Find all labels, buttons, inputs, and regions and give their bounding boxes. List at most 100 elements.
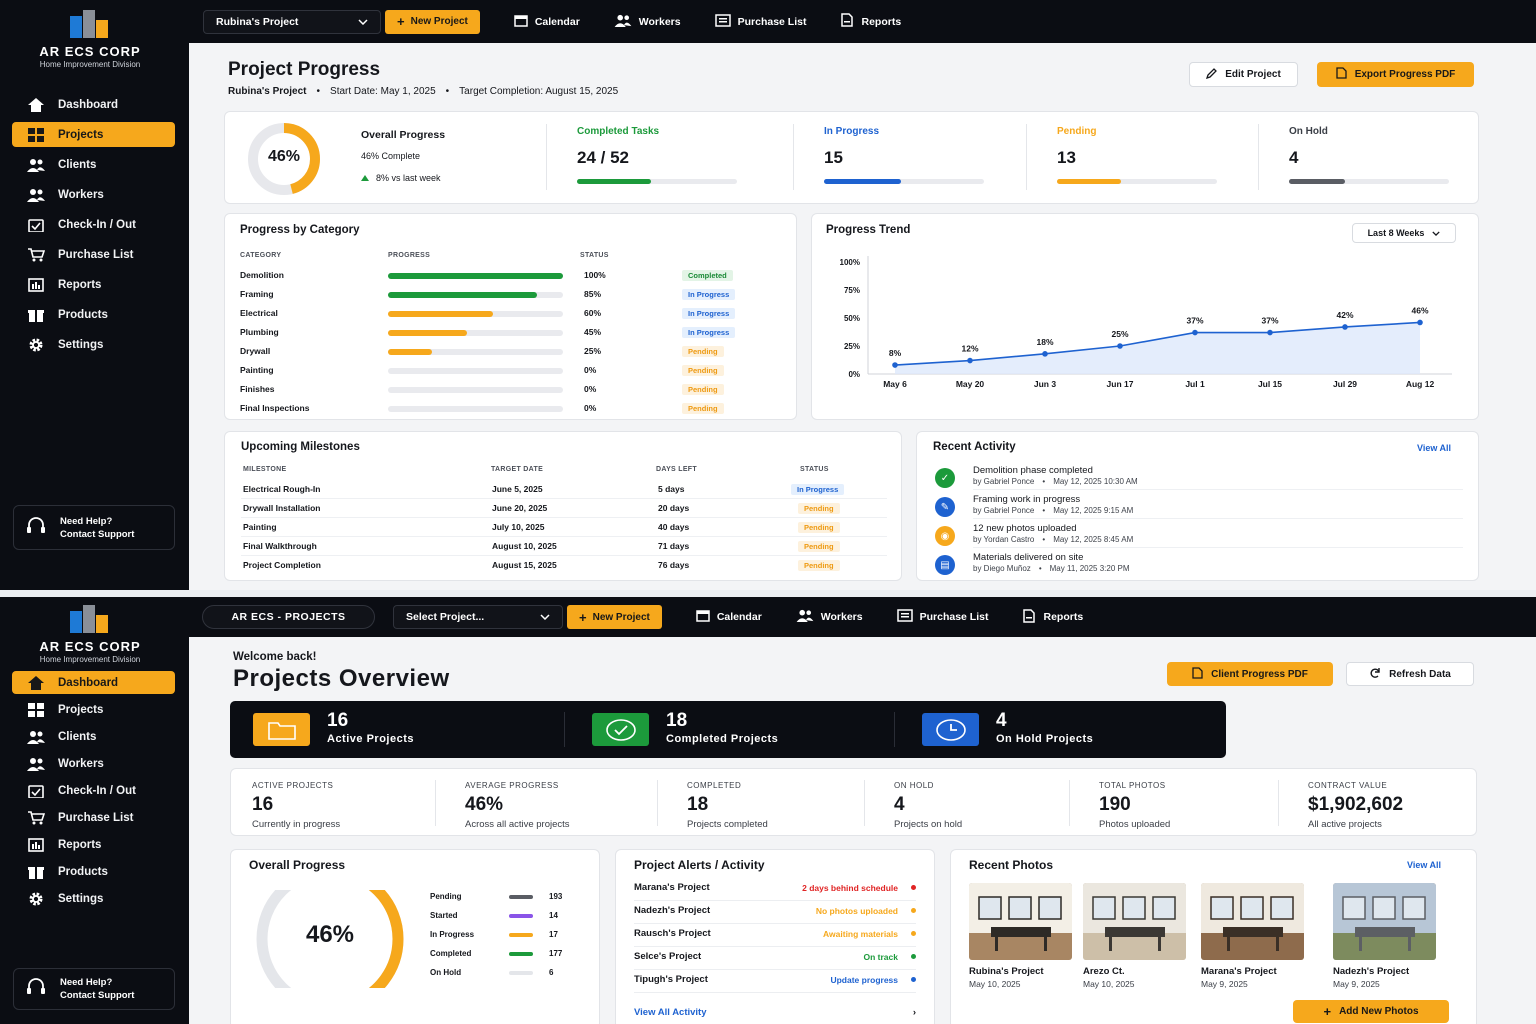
chevron-down-icon (540, 611, 550, 623)
clock-icon (922, 713, 979, 746)
nav-link-purchase-list[interactable]: Purchase List (714, 13, 806, 30)
breadcrumb[interactable]: AR ECS - PROJECTS (202, 605, 375, 629)
sidebar-item-reports[interactable]: Reports (12, 272, 175, 297)
pdf-icon (1192, 666, 1203, 682)
photos-view-all-link[interactable]: View All (1407, 860, 1442, 870)
tile-label: Pending (1057, 126, 1097, 137)
photo-project-name: Arezo Ct. (1083, 966, 1125, 977)
sidebar-item-clients[interactable]: Clients (12, 725, 175, 748)
alert-row[interactable]: Nadezh's Project No photos uploaded (634, 904, 916, 924)
row-divider (973, 518, 1463, 519)
plus-icon: + (579, 609, 587, 625)
banner-label: Active Projects (327, 733, 414, 745)
grid-icon (26, 127, 46, 142)
sidebar-item-purchase-list[interactable]: Purchase List (12, 806, 175, 829)
overall-progress-card: Overall Progress 46% Pending 193 Started 14… (230, 849, 600, 1024)
sidebar-item-projects[interactable]: Projects (12, 698, 175, 721)
sidebar: AR ECS CORP Home Improvement Division Da… (0, 597, 189, 1024)
new-project-button[interactable]: + New Project (567, 605, 662, 629)
new-project-button[interactable]: + New Project (385, 9, 480, 34)
nav-link-label: Calendar (534, 15, 580, 28)
contact-support-button[interactable]: Need Help? Contact Support (13, 968, 175, 1010)
photo-thumbnail[interactable] (1333, 883, 1436, 960)
activity-view-all-link[interactable]: View All (1417, 443, 1452, 453)
row-divider (241, 536, 887, 537)
contact-support-button[interactable]: Need Help? Contact Support (13, 505, 175, 550)
view-all-activity-link[interactable]: View All Activity › (634, 1007, 916, 1018)
refresh-icon (1369, 667, 1381, 682)
nav-link-calendar[interactable]: Calendar (696, 609, 762, 625)
status-badge: In Progress (682, 289, 736, 300)
add-new-photos-button[interactable]: + Add New Photos (1293, 1000, 1449, 1023)
stat-divider (435, 780, 436, 826)
photo-thumbnail[interactable] (969, 883, 1072, 960)
sidebar-item-settings[interactable]: Settings (12, 332, 175, 357)
sidebar-item-products[interactable]: Products (12, 302, 175, 327)
project-select[interactable]: Rubina's Project (203, 9, 381, 34)
nav-link-calendar[interactable]: Calendar (514, 14, 580, 30)
sidebar-item-check-in-out[interactable]: Check-In / Out (12, 212, 175, 237)
tile-value: 13 (1057, 148, 1076, 167)
sidebar-item-reports[interactable]: Reports (12, 833, 175, 856)
project-select[interactable]: Select Project... (393, 605, 563, 629)
sidebar-item-projects[interactable]: Projects (12, 122, 175, 147)
stat-value: 16 (252, 794, 274, 815)
sidebar-item-check-in-out[interactable]: Check-In / Out (12, 779, 175, 802)
alert-message: 2 days behind schedule (802, 883, 898, 893)
nav-link-reports[interactable]: Reports (840, 13, 901, 30)
header-milestone: MILESTONE (243, 466, 287, 473)
refresh-data-button[interactable]: Refresh Data (1346, 662, 1474, 686)
meta-separator: • (1042, 477, 1046, 486)
stat-divider (657, 780, 658, 826)
alert-row[interactable]: Tipugh's Project Update progress (634, 973, 916, 993)
client-progress-pdf-button[interactable]: Client Progress PDF (1167, 662, 1333, 686)
sidebar-item-settings[interactable]: Settings (12, 887, 175, 910)
logo[interactable]: AR ECS CORP Home Improvement Division (0, 10, 180, 70)
activity-title: Materials delivered on site (973, 552, 1084, 563)
photo-thumbnail[interactable] (1201, 883, 1304, 960)
row-divider (241, 555, 887, 556)
category-name: Plumbing (240, 327, 279, 337)
sidebar-item-products[interactable]: Products (12, 860, 175, 883)
logo[interactable]: AR ECS CORP Home Improvement Division (0, 605, 180, 665)
headset-icon (26, 516, 48, 539)
legend-name: Completed (430, 949, 472, 958)
nav-link-workers[interactable]: Workers (614, 14, 681, 30)
alert-row[interactable]: Selce's Project On track (634, 950, 916, 970)
edit-project-label: Edit Project (1225, 69, 1281, 80)
refresh-data-label: Refresh Data (1389, 668, 1451, 680)
export-pdf-button[interactable]: Export Progress PDF (1317, 62, 1474, 87)
nav-link-purchase-list[interactable]: Purchase List (896, 609, 988, 625)
sidebar-item-dashboard[interactable]: Dashboard (12, 671, 175, 694)
overall-progress-percent: 46% (305, 921, 355, 948)
nav-link-reports[interactable]: Reports (1022, 608, 1083, 626)
photo-thumbnail[interactable] (1083, 883, 1186, 960)
overall-progress-ring (256, 890, 404, 988)
wrench-icon: ✎ (935, 497, 955, 517)
logo-mark-icon (68, 605, 112, 633)
trend-data-label: 8% (889, 348, 902, 358)
alert-row[interactable]: Marana's Project 2 days behind schedule (634, 881, 916, 901)
folder-icon (253, 713, 310, 746)
nav-link-workers[interactable]: Workers (796, 609, 863, 625)
meta-separator: • (1042, 506, 1046, 515)
trend-range-select[interactable]: Last 8 Weeks (1352, 223, 1456, 243)
sidebar-item-clients[interactable]: Clients (12, 152, 175, 177)
category-percent: 0% (584, 384, 597, 394)
sidebar-item-dashboard[interactable]: Dashboard (12, 92, 175, 117)
brand-subtitle: Home Improvement Division (39, 60, 141, 69)
milestone-date: June 20, 2025 (492, 503, 548, 513)
banner-value: 18 (666, 710, 688, 731)
sidebar-item-workers[interactable]: Workers (12, 182, 175, 207)
sidebar-item-purchase-list[interactable]: Purchase List (12, 242, 175, 267)
chevron-down-icon (358, 16, 368, 28)
sidebar-item-workers[interactable]: Workers (12, 752, 175, 775)
add-new-photos-label: Add New Photos (1339, 1006, 1419, 1017)
status-badge: Pending (682, 365, 724, 376)
alert-message: Awaiting materials (823, 929, 898, 939)
alert-row[interactable]: Rausch's Project Awaiting materials (634, 927, 916, 947)
trend-point (1267, 329, 1273, 336)
edit-project-button[interactable]: Edit Project (1189, 62, 1298, 87)
alert-status-dot (911, 931, 916, 936)
alert-message: On track (863, 952, 899, 962)
